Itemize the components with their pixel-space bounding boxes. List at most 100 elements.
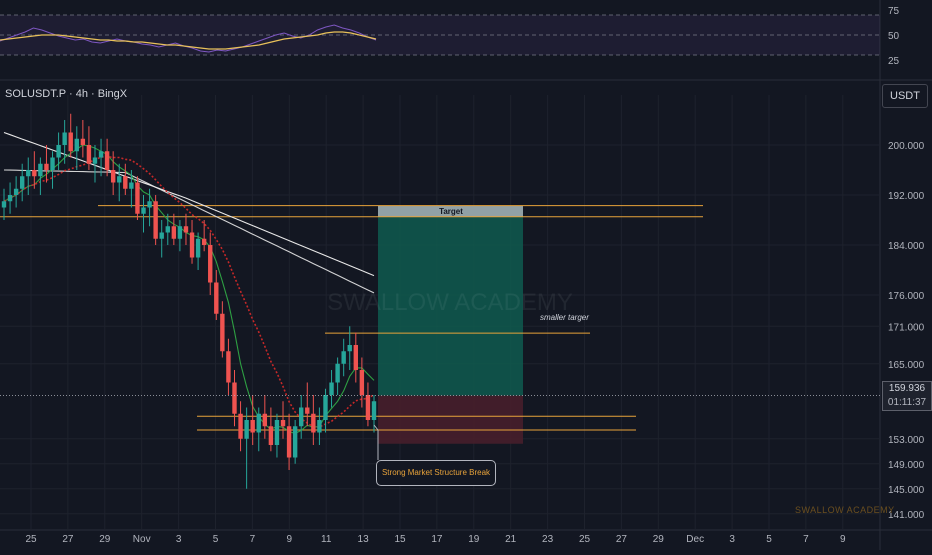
candle-body <box>347 345 352 352</box>
candle-body <box>329 382 334 395</box>
candle-body <box>32 170 37 177</box>
target-zone <box>378 205 523 396</box>
y-tick-label: 153.000 <box>888 435 925 446</box>
candle-body <box>371 401 377 420</box>
y-tick-label: 171.000 <box>888 322 925 333</box>
candle-body <box>74 138 79 152</box>
candle-body <box>244 420 249 439</box>
candle-body <box>201 238 207 245</box>
candle-body <box>317 420 322 433</box>
candle-body <box>153 201 158 239</box>
x-tick-label: 27 <box>62 534 74 545</box>
candle-body <box>280 420 286 427</box>
candle-body <box>117 176 122 183</box>
x-tick-label: 7 <box>803 534 809 545</box>
rsi-tick-label: 75 <box>888 6 900 17</box>
x-tick-label: 25 <box>579 534 591 545</box>
header-separator: · <box>87 88 98 100</box>
y-tick-label: 184.000 <box>888 241 925 252</box>
candle-body <box>62 132 67 145</box>
callout-connector <box>373 424 379 460</box>
y-tick-label: 165.000 <box>888 360 925 371</box>
candle-body <box>220 313 225 352</box>
candle-body <box>110 170 116 183</box>
candle-body <box>250 420 255 433</box>
x-tick-label: 13 <box>358 534 370 545</box>
candle-body <box>256 413 261 433</box>
rsi-band <box>0 15 880 55</box>
candle-body <box>98 151 104 158</box>
candle-body <box>238 413 243 439</box>
x-tick-label: 29 <box>99 534 111 545</box>
candle-body <box>19 176 25 189</box>
center-watermark: SWALLOW ACADEMY <box>327 289 573 316</box>
candle-body <box>171 226 177 239</box>
candle-body <box>159 232 164 239</box>
target-label: Target <box>439 207 463 216</box>
candle-body <box>268 426 274 445</box>
candle-body <box>208 245 213 283</box>
candle-body <box>262 413 268 427</box>
symbol-exchange: BingX <box>97 88 128 100</box>
x-tick-label: Nov <box>133 534 151 545</box>
candle-body <box>353 345 359 370</box>
stop-zone <box>378 395 523 444</box>
candle-body <box>141 207 146 214</box>
candle-body <box>1 201 7 208</box>
candle-body <box>365 395 371 420</box>
x-tick-label: 11 <box>321 534 332 545</box>
x-tick-label: 3 <box>729 534 735 545</box>
structure-break-callout[interactable]: Strong Market Structure Break <box>376 460 496 486</box>
x-tick-label: 7 <box>250 534 256 545</box>
candle-body <box>341 351 346 364</box>
x-tick-label: 5 <box>766 534 772 545</box>
x-tick-label: 29 <box>653 534 665 545</box>
candle-body <box>104 151 110 170</box>
x-tick-label: 27 <box>616 534 628 545</box>
x-tick-label: 15 <box>394 534 406 545</box>
y-tick-label: 141.000 <box>888 510 925 521</box>
candle-body <box>44 163 49 170</box>
rsi-tick-label: 50 <box>888 31 900 42</box>
rsi-ma-line <box>0 31 377 50</box>
bar-countdown: 01:11:37 <box>882 396 932 411</box>
candle-body <box>147 201 152 208</box>
candle-body <box>232 382 237 414</box>
candle-body <box>68 132 73 152</box>
currency-badge[interactable]: USDT <box>882 84 928 108</box>
slow-ma-line <box>3 131 375 277</box>
candle-body <box>286 426 292 458</box>
fast-ma-line <box>3 144 375 435</box>
symbol-name: SOLUSDT.P <box>5 88 66 100</box>
candle-body <box>323 395 328 420</box>
symbol-header[interactable]: SOLUSDT.P · 4h · BingX <box>5 88 127 100</box>
candle-body <box>214 282 219 314</box>
candle-body <box>165 226 170 233</box>
candle-body <box>26 170 31 177</box>
candle-body <box>86 145 92 164</box>
candle-body <box>135 182 140 214</box>
dotted-ma-line <box>3 155 375 428</box>
target-header <box>378 205 523 217</box>
symbol-interval: 4h <box>75 88 88 100</box>
x-tick-label: 9 <box>287 534 293 545</box>
candle-body <box>7 195 13 202</box>
y-tick-label: 176.000 <box>888 291 925 302</box>
candle-body <box>189 232 195 258</box>
candle-body <box>335 363 340 383</box>
candle-body <box>177 226 183 239</box>
candle-body <box>359 370 365 395</box>
candle-body <box>38 163 43 177</box>
candle-body <box>274 420 280 445</box>
candle-body <box>292 426 298 458</box>
candle-body <box>183 226 189 233</box>
y-tick-label: 200.000 <box>888 141 925 152</box>
candle-body <box>195 238 201 258</box>
x-tick-label: 21 <box>505 534 517 545</box>
candle-body <box>123 176 128 189</box>
candle-body <box>226 351 231 383</box>
corner-watermark: SWALLOW ACADEMY <box>795 505 895 515</box>
candle-body <box>129 182 134 189</box>
candle-body <box>80 138 86 145</box>
